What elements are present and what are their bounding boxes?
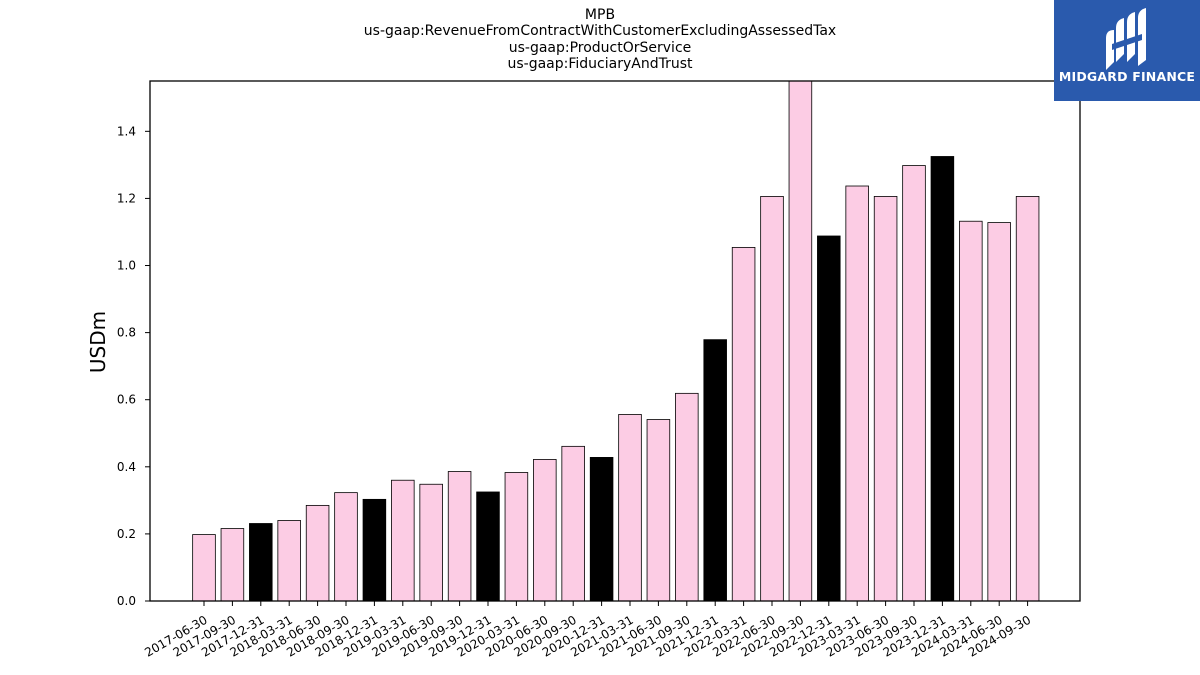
bar-2020-06-30 [533,459,557,602]
bar-2021-03-31 [618,414,642,602]
bar-2024-06-30 [987,222,1011,602]
bar-2017-06-30 [192,534,216,602]
y-tick-label: 0.2 [117,527,136,541]
y-tick-label: 0.6 [117,393,136,407]
y-tick-label: 0.4 [117,460,136,474]
bar-2023-12-31 [930,156,955,602]
bar-2017-09-30 [220,528,245,602]
plot-frame [149,80,1081,602]
bar-2020-03-31 [504,472,529,602]
bar-2018-12-31 [362,498,387,602]
y-tick-label: 0.0 [117,594,136,608]
bar-2018-09-30 [334,492,358,602]
logo-text: MIDGARD FINANCE [1058,69,1196,84]
bars-group [192,80,1040,602]
bar-2022-03-31 [731,246,756,602]
bar-2019-09-30 [447,471,472,602]
bar-2019-06-30 [419,483,443,602]
title-line-axis: us-gaap:ProductOrService [508,40,692,56]
title-line-ticker: MPB [584,7,616,23]
bar-2022-12-31 [817,235,841,602]
bar-2021-09-30 [675,392,699,602]
bar-2024-09-30 [1015,196,1040,602]
midgard-logo-icon [1106,8,1146,70]
x-axis: 2017-06-302017-09-302017-12-312018-03-31… [142,601,1033,660]
y-tick-label: 1.4 [117,124,136,138]
title-line-member: us-gaap:FiduciaryAndTrust [507,56,693,72]
bar-2020-09-30 [561,445,585,602]
midgard-finance-logo: MIDGARD FINANCE [1054,0,1200,101]
y-tick-label: 1.0 [117,259,136,273]
bar-2023-09-30 [902,165,926,602]
bar-2018-06-30 [305,504,330,602]
bar-2017-12-31 [249,523,273,602]
y-tick-label: 1.2 [117,191,136,205]
y-axis: 0.0 0.2 0.4 0.6 0.8 1.0 1.2 1.4 [117,124,150,608]
bar-2024-03-31 [959,220,983,602]
bar-2021-12-31 [703,339,727,602]
bar-2019-12-31 [476,491,500,602]
bar-2022-06-30 [760,196,784,602]
bar-2023-06-30 [873,196,898,602]
bar-2020-12-31 [589,457,614,602]
bar-2022-09-30 [788,80,813,602]
y-tick-label: 0.8 [117,326,136,340]
y-axis-label: USDm [86,311,110,373]
bar-2021-06-30 [646,419,671,602]
title-line-concept: us-gaap:RevenueFromContractWithCustomerE… [363,23,837,39]
bar-2018-03-31 [277,520,301,602]
bar-2019-03-31 [391,479,415,602]
bar-2023-03-31 [845,185,869,602]
